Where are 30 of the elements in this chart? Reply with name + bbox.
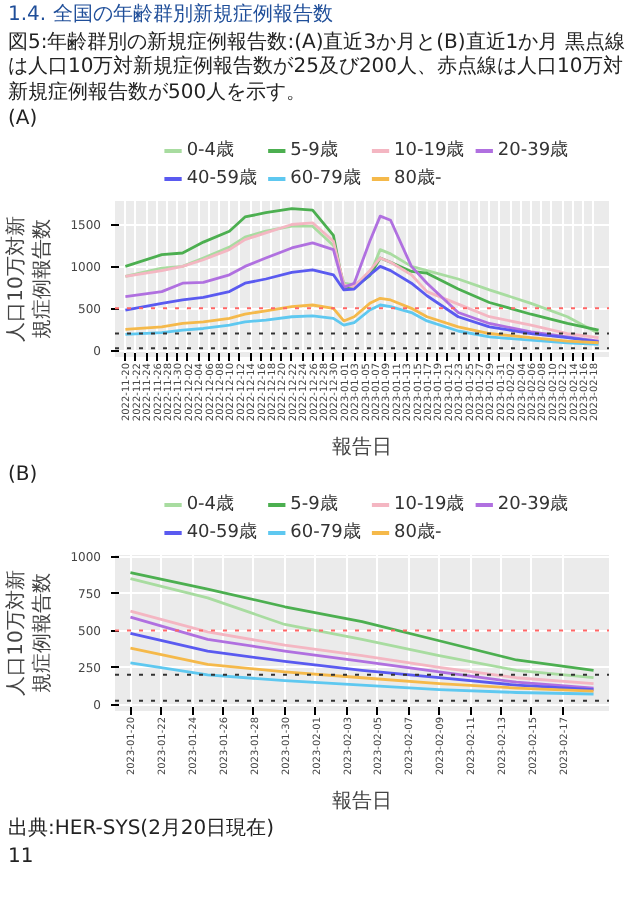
line-series [129, 646, 595, 693]
legend-label: 20-39歳 [497, 138, 569, 160]
line-series [129, 631, 595, 691]
legend-label: 60-79歳 [290, 166, 361, 188]
text: 1.4. 全国の年齢群別新規症例報告数 [8, 4, 333, 29]
text: 図5:年齢群別の新規症例報告数:(A)直近3か月と(B)直近1か月 黒点線は人口10万対新規症例報告数が25及び200人、赤点線は人口10万対新規症例報告数が500人を示す。 [8, 31, 627, 106]
text: 11 [8, 845, 34, 870]
chart-title: (A) [8, 108, 38, 133]
legend-label: 10-19歳 [394, 138, 465, 160]
legend-label: 5-9歳 [290, 493, 338, 515]
legend-label: 80歳- [394, 166, 442, 188]
legend-label: 80歳- [394, 521, 442, 543]
legend-label: 40-59歳 [186, 166, 257, 188]
chart-title: (B) [8, 463, 38, 488]
legend-label: 0-4歳 [186, 138, 235, 160]
line-series [124, 264, 600, 343]
y-axis-title: 人口10万対新規症例報告数 [4, 215, 55, 341]
x-axis-title: 報告日 [332, 434, 392, 459]
legend-label: 0-4歳 [186, 493, 235, 515]
legend-label: 20-39歳 [497, 493, 569, 515]
legend-label: 10-19歳 [394, 493, 465, 515]
source-note: 出典:HER-SYS(2月20日現在) [8, 818, 275, 843]
x-axis-title: 報告日 [332, 789, 392, 814]
line-series [124, 295, 600, 344]
legend-label: 5-9歳 [290, 138, 338, 160]
line-series [129, 661, 595, 696]
legend-label: 40-59歳 [186, 521, 257, 543]
line-series [124, 302, 600, 345]
y-axis-title: 人口10万対新規症例報告数 [4, 570, 55, 696]
legend-label: 60-79歳 [290, 521, 361, 543]
